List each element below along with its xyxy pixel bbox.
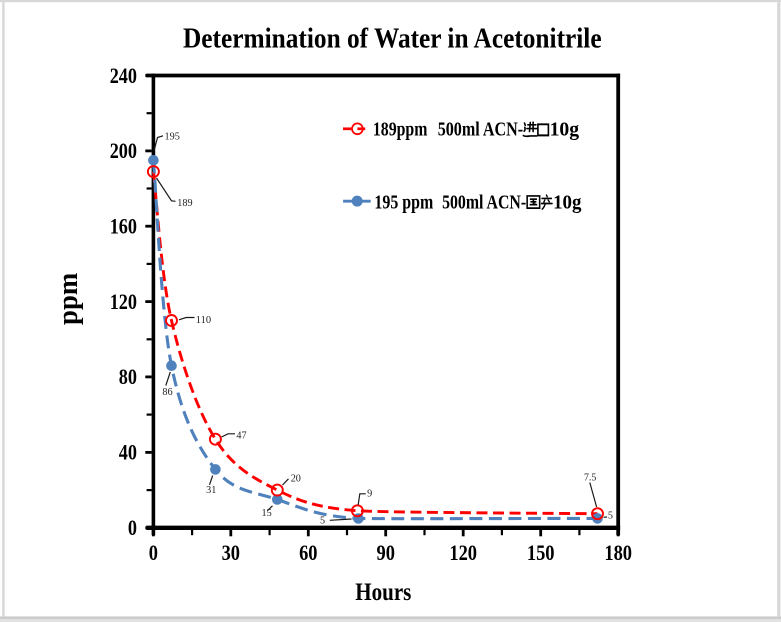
svg-text:120: 120	[449, 540, 477, 565]
svg-text:160: 160	[110, 214, 137, 239]
svg-text:40: 40	[119, 440, 137, 465]
svg-text:180: 180	[604, 540, 632, 565]
svg-text:150: 150	[527, 540, 555, 565]
svg-text:31: 31	[206, 484, 216, 496]
svg-text:500ml ACN-: 500ml ACN-	[442, 191, 526, 213]
svg-text:80: 80	[119, 364, 137, 389]
svg-text:189: 189	[177, 197, 193, 209]
svg-text:110: 110	[196, 314, 212, 326]
svg-text:120: 120	[110, 289, 137, 314]
svg-text:7.5: 7.5	[584, 471, 597, 483]
svg-text:10g: 10g	[550, 119, 580, 141]
svg-text:195: 195	[165, 131, 181, 143]
svg-text:500ml ACN-: 500ml ACN-	[438, 119, 523, 141]
svg-text:Determination of Water in Acet: Determination of Water in Acetonitrile	[183, 24, 602, 55]
svg-text:20: 20	[291, 473, 302, 485]
svg-text:195 ppm: 195 ppm	[374, 191, 433, 213]
svg-text:189ppm: 189ppm	[373, 119, 428, 141]
svg-text:5: 5	[608, 510, 614, 522]
svg-text:ppm: ppm	[53, 273, 84, 325]
svg-text:10g: 10g	[553, 191, 581, 213]
svg-text:0: 0	[128, 515, 137, 540]
svg-text:200: 200	[110, 138, 137, 163]
svg-text:30: 30	[222, 540, 240, 565]
svg-text:60: 60	[299, 540, 317, 565]
svg-text:15: 15	[262, 507, 273, 519]
svg-text:90: 90	[377, 540, 395, 565]
svg-text:5: 5	[320, 514, 326, 526]
svg-text:47: 47	[236, 430, 247, 442]
svg-text:240: 240	[110, 63, 137, 88]
svg-text:9: 9	[367, 488, 373, 500]
svg-text:Hours: Hours	[355, 577, 411, 606]
svg-text:0: 0	[149, 540, 158, 565]
svg-text:86: 86	[162, 386, 173, 398]
